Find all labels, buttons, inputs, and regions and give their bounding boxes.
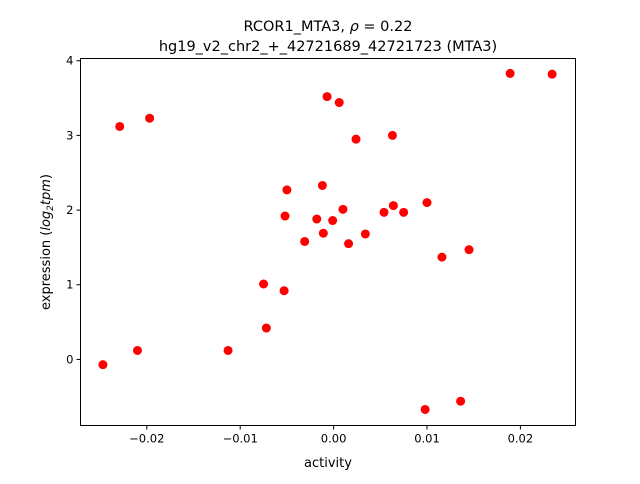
data-point (547, 69, 557, 79)
data-point (351, 134, 361, 144)
data-point (259, 279, 269, 289)
data-point (98, 360, 108, 370)
data-point (505, 68, 515, 78)
chart-title-line1: RCOR1_MTA3, ρ = 0.22 (244, 19, 413, 35)
data-point (223, 345, 233, 355)
data-point (115, 121, 125, 131)
data-point (145, 113, 155, 123)
x-axis-label: activity (304, 456, 352, 471)
y-axis-label: expression (log2tpm) (39, 174, 56, 310)
x-tick-label: 0.00 (321, 432, 347, 446)
x-tick-label: 0.02 (508, 432, 534, 446)
data-point (280, 211, 290, 221)
data-point (322, 92, 332, 102)
data-point (328, 216, 338, 226)
data-point (344, 239, 354, 249)
data-point (132, 345, 142, 355)
data-point (379, 207, 389, 217)
data-point (317, 180, 327, 190)
data-point (300, 236, 310, 246)
y-tick-label: 0 (66, 352, 73, 366)
data-point (388, 201, 398, 211)
y-tick-label: 3 (66, 128, 73, 142)
data-point (360, 229, 370, 239)
data-point (399, 207, 409, 217)
x-tick-label: 0.01 (414, 432, 440, 446)
y-tick-label: 1 (66, 278, 73, 292)
chart-title-line2: hg19_v2_chr2_+_42721689_42721723 (MTA3) (159, 39, 497, 55)
y-tick-label: 2 (66, 203, 73, 217)
data-point (282, 185, 292, 195)
data-point (387, 130, 397, 140)
x-tick-label: −0.02 (129, 432, 164, 446)
data-point (334, 98, 344, 108)
y-tick-label: 4 (66, 54, 73, 68)
data-point (456, 396, 466, 406)
data-point (338, 204, 348, 214)
data-point (422, 198, 432, 208)
plot-frame (80, 58, 576, 426)
data-point (464, 245, 474, 255)
data-point (437, 252, 447, 262)
data-point (312, 214, 322, 224)
data-point (420, 404, 430, 414)
x-tick-label: −0.01 (223, 432, 258, 446)
data-point (279, 286, 289, 296)
data-point (318, 228, 328, 238)
data-point (261, 323, 271, 333)
